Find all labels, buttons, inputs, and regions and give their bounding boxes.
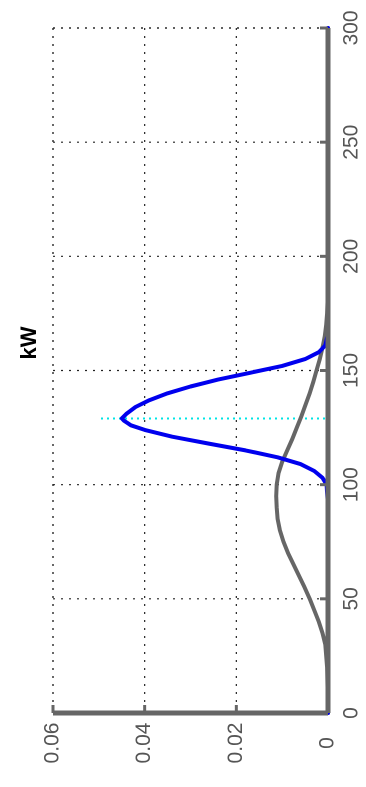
- x-tick-label: 50: [340, 587, 363, 610]
- y-tick-label: 0.02: [224, 723, 247, 764]
- y-tick-label: 0: [316, 737, 339, 749]
- chart-title: kW: [16, 326, 41, 359]
- series-line-1: [274, 26, 330, 715]
- y-tick-label: 0.06: [41, 723, 64, 764]
- x-tick-label: 150: [340, 353, 363, 388]
- y-tick-label: 0.04: [132, 722, 155, 763]
- tick-labels: 0 50 100 150 200 250 300 0 0.02 0.04 0.06: [41, 10, 363, 763]
- x-tick-label: 300: [340, 10, 363, 45]
- grid-lines: [52, 27, 328, 713]
- series-lines: [119, 26, 330, 715]
- x-tick-label: 100: [340, 467, 363, 502]
- tick-marks: [51, 26, 330, 715]
- x-tick-label: 200: [340, 239, 363, 274]
- x-tick-label: 0: [340, 707, 363, 719]
- x-tick-label: 250: [340, 125, 363, 160]
- series-line-0: [119, 26, 330, 715]
